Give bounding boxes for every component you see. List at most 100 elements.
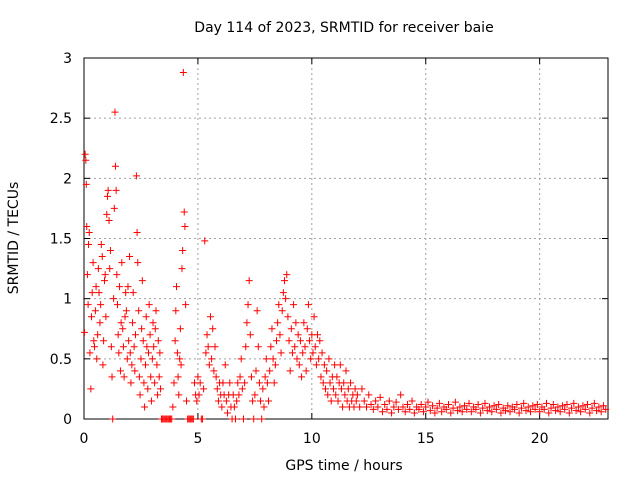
data-point: [142, 361, 150, 369]
y-tick-label: 1: [63, 292, 72, 308]
data-point: [232, 415, 240, 423]
data-point: [103, 192, 111, 200]
data-point: [294, 331, 302, 339]
data-point: [106, 247, 114, 255]
data-point: [92, 283, 100, 291]
data-point: [236, 373, 244, 381]
x-tick-label: 20: [531, 431, 549, 447]
data-point: [93, 355, 101, 363]
data-point: [426, 407, 434, 415]
data-point: [266, 367, 274, 375]
data-point: [401, 408, 409, 416]
data-point: [383, 405, 391, 413]
data-point: [243, 319, 251, 327]
data-point: [336, 361, 344, 369]
data-point: [435, 399, 443, 407]
data-point: [128, 361, 136, 369]
data-point: [154, 337, 162, 345]
data-point: [302, 367, 310, 375]
data-point: [542, 399, 550, 407]
y-tick-label: 2: [63, 171, 72, 187]
data-point: [233, 397, 241, 405]
data-point: [183, 397, 191, 405]
data-point: [326, 379, 334, 387]
data-point: [347, 379, 355, 387]
data-point: [406, 405, 414, 413]
data-point: [529, 402, 537, 410]
data-point: [129, 319, 137, 327]
data-point: [218, 403, 226, 411]
data-point: [157, 385, 165, 393]
data-point: [155, 373, 163, 381]
data-point: [141, 403, 149, 411]
data-point: [101, 277, 109, 285]
data-point: [181, 222, 189, 230]
data-point: [249, 397, 257, 405]
data-point: [524, 403, 532, 411]
data-point: [245, 277, 253, 285]
data-point: [492, 405, 500, 413]
data-point: [372, 397, 380, 405]
data-point: [176, 325, 184, 333]
data-point: [369, 405, 377, 413]
data-point: [134, 259, 142, 267]
data-point: [352, 397, 360, 405]
data-point: [367, 401, 375, 409]
data-point: [329, 385, 337, 393]
data-point: [214, 397, 222, 405]
data-point: [144, 349, 152, 357]
data-point: [255, 379, 263, 387]
data-point: [337, 385, 345, 393]
data-point: [342, 367, 350, 375]
data-point: [399, 403, 407, 411]
data-point: [504, 402, 512, 410]
data-point: [200, 385, 208, 393]
data-point: [149, 319, 157, 327]
data-point: [224, 409, 232, 417]
data-point: [212, 373, 220, 381]
data-point: [143, 343, 151, 351]
data-point: [178, 265, 186, 273]
data-point: [83, 271, 91, 279]
data-point: [116, 367, 124, 375]
data-point: [118, 259, 126, 267]
data-point: [102, 313, 110, 321]
data-point: [173, 349, 181, 357]
data-point: [144, 385, 152, 393]
data-point: [390, 403, 398, 411]
data-point: [547, 404, 555, 412]
data-point: [602, 405, 610, 413]
data-point: [98, 253, 106, 261]
data-point: [116, 283, 124, 291]
data-point: [376, 393, 384, 401]
data-point: [100, 337, 108, 345]
data-point: [293, 355, 301, 363]
data-point: [291, 343, 299, 351]
data-point: [318, 349, 326, 357]
data-point: [180, 208, 188, 216]
data-point: [89, 259, 97, 267]
data-point: [94, 331, 102, 339]
data-point: [451, 398, 459, 406]
data-point: [323, 367, 331, 375]
data-point: [460, 402, 468, 410]
data-point: [81, 150, 89, 158]
data-point: [97, 301, 105, 309]
data-point: [153, 361, 161, 369]
data-point: [334, 397, 342, 405]
data-point: [474, 401, 482, 409]
data-point: [219, 379, 227, 387]
data-point: [85, 228, 93, 236]
data-point: [107, 343, 115, 351]
data-point: [495, 401, 503, 409]
data-point: [356, 403, 364, 411]
data-point: [127, 379, 135, 387]
data-point: [129, 289, 137, 297]
data-point: [110, 295, 118, 303]
data-point: [242, 343, 250, 351]
data-point: [298, 373, 306, 381]
data-point: [572, 407, 580, 415]
data-point: [175, 391, 183, 399]
data-point: [465, 399, 473, 407]
data-point: [527, 408, 535, 416]
